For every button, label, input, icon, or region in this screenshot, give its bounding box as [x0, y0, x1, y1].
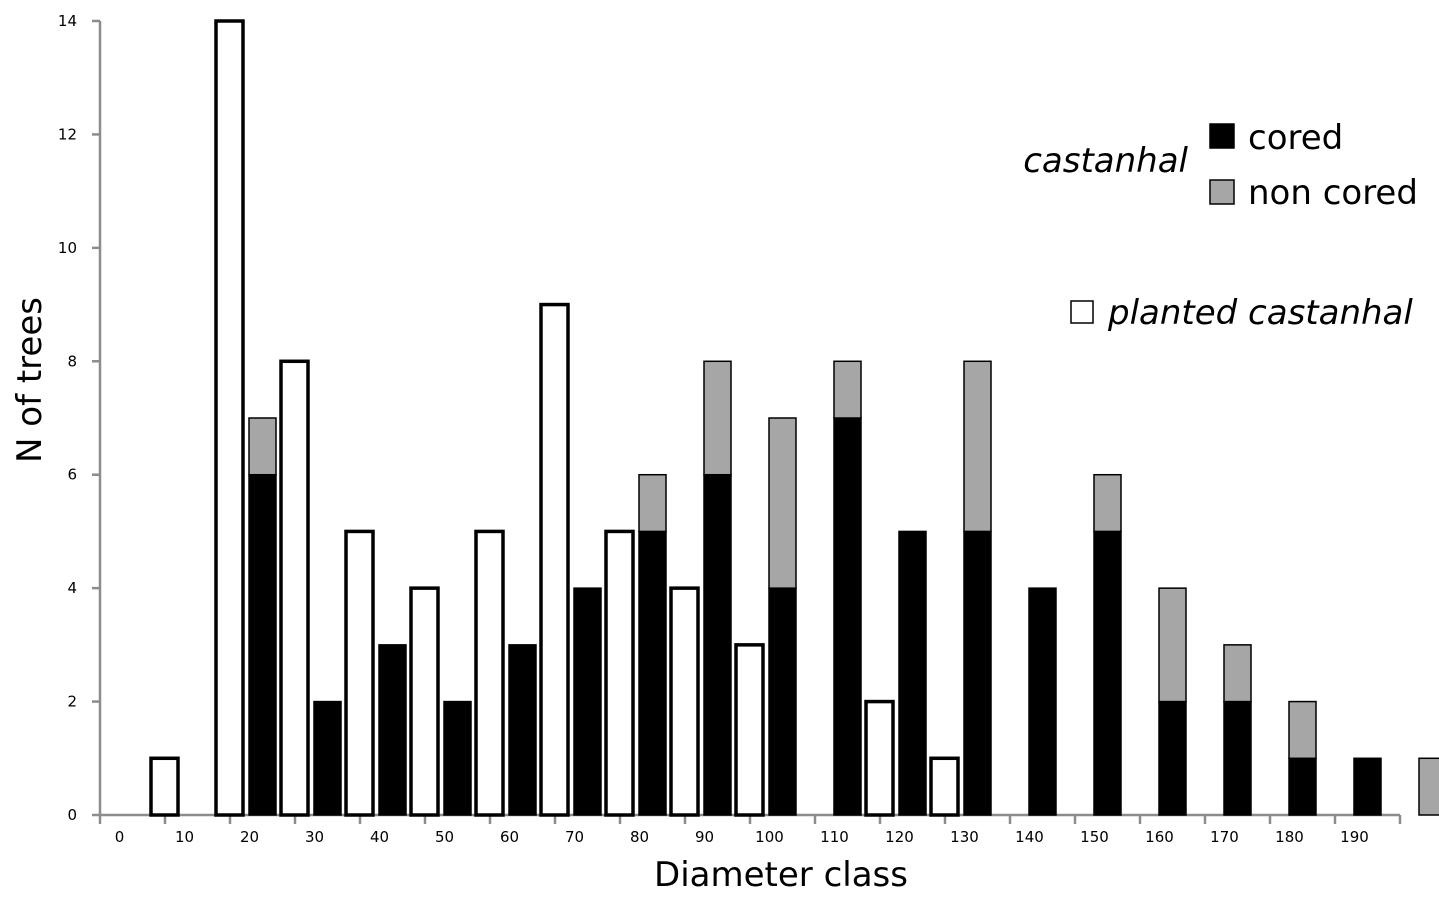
legend-label-noncored: non cored [1248, 173, 1418, 213]
bar-planted [539, 302, 570, 817]
bar-cored [1093, 530, 1122, 816]
legend-swatch-cored [1209, 123, 1235, 149]
bar-cored [963, 530, 992, 816]
legend-group-label: castanhal [1023, 141, 1188, 181]
x-tick-label: 0 [115, 828, 125, 846]
x-tick-label: 60 [500, 828, 519, 846]
bar-cored [1353, 757, 1382, 816]
y-ticks: 0 2 4 6 8 10 12 14 [58, 12, 100, 824]
legend-swatch-planted [1070, 300, 1094, 324]
bar-cored [313, 700, 342, 816]
x-tick-label: 160 [1145, 828, 1174, 846]
x-tick-label: 140 [1015, 828, 1044, 846]
y-tick-label: 10 [58, 239, 77, 257]
x-tick-label: 150 [1080, 828, 1109, 846]
bar-cored [508, 644, 537, 816]
bar-noncored [703, 360, 732, 476]
legend-label-cored: cored [1248, 118, 1343, 158]
bar-noncored [768, 417, 797, 589]
bar-cored [898, 530, 927, 816]
bar-cored [768, 587, 797, 816]
bar-noncored [1093, 473, 1122, 533]
x-tick-label: 10 [175, 828, 194, 846]
bar-cored [248, 473, 277, 816]
x-tick-label: 20 [240, 828, 259, 846]
x-tick-label: 40 [370, 828, 389, 846]
bar-noncored [1223, 644, 1252, 703]
bar-planted [409, 586, 440, 817]
bar-planted [669, 586, 700, 817]
bar-planted [864, 699, 895, 817]
bar-cored [638, 530, 667, 816]
bar-planted [149, 756, 180, 817]
y-tick-label: 2 [67, 693, 77, 711]
bar-cored [1288, 757, 1317, 816]
bar-cored [1158, 700, 1187, 816]
bar-cored [443, 700, 472, 816]
y-tick-label: 14 [58, 12, 77, 30]
x-tick-label: 190 [1340, 828, 1369, 846]
x-tick-label: 30 [305, 828, 324, 846]
bar-noncored [963, 360, 992, 533]
bar-planted [734, 643, 765, 817]
y-tick-label: 12 [58, 125, 77, 143]
legend: castanhal cored non cored planted castan… [1023, 118, 1418, 333]
legend-swatch-noncored [1209, 179, 1235, 205]
bar-planted [604, 529, 635, 817]
bar-planted [344, 529, 375, 817]
x-tick-label: 180 [1275, 828, 1304, 846]
bar-cored [703, 473, 732, 816]
x-tick-label: 50 [435, 828, 454, 846]
bars [149, 19, 1439, 817]
bar-cored [1028, 587, 1057, 816]
x-tick-label: 70 [565, 828, 584, 846]
bar-noncored [833, 360, 862, 419]
bar-noncored [1158, 587, 1187, 703]
bar-noncored [1418, 757, 1439, 816]
x-ticks: 0 10 20 30 40 50 60 70 80 90 100 110 120 130 140 150 160… [98, 815, 1402, 846]
bar-cored [1223, 700, 1252, 816]
y-tick-label: 0 [67, 806, 77, 824]
bar-noncored [638, 473, 667, 533]
y-axis-title: N of trees [10, 297, 50, 463]
x-tick-label: 90 [695, 828, 714, 846]
x-tick-label: 130 [950, 828, 979, 846]
bar-cored [833, 417, 862, 816]
bar-cored [378, 644, 407, 816]
legend-label-planted: planted castanhal [1107, 293, 1413, 333]
x-tick-label: 100 [755, 828, 784, 846]
bar-planted [929, 756, 960, 817]
x-tick-label: 80 [630, 828, 649, 846]
x-tick-label: 110 [820, 828, 849, 846]
bar-cored [573, 587, 602, 816]
y-tick-label: 8 [67, 352, 77, 370]
bar-noncored [248, 417, 277, 476]
bar-noncored [1288, 700, 1317, 760]
bar-planted [279, 359, 310, 817]
x-tick-label: 120 [885, 828, 914, 846]
x-tick-label: 170 [1210, 828, 1239, 846]
y-tick-label: 6 [67, 466, 77, 484]
bar-planted [214, 19, 245, 817]
x-axis-title: Diameter class [654, 855, 908, 892]
y-tick-label: 4 [67, 579, 77, 597]
bar-planted [474, 529, 505, 817]
